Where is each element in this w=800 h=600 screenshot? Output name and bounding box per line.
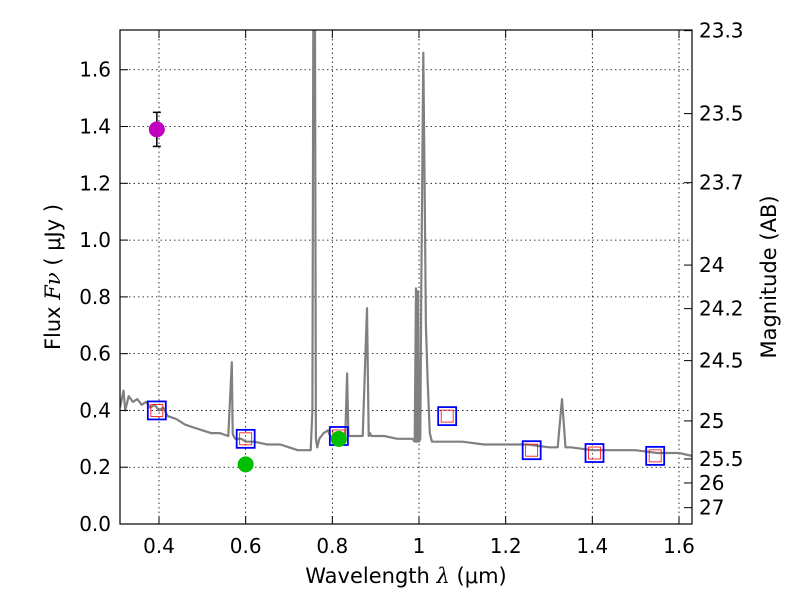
x-tick-label: 1.4 [576,534,608,558]
x-axis-label: Wavelength λ (μm) [305,564,506,588]
x-tick-label: 0.8 [316,534,348,558]
x-tick-label: 1 [413,534,426,558]
model-point-inner [525,443,539,457]
y-tick-label: 0.4 [79,398,111,422]
axis-ticks: 0.4 0.6 0.8 1 1.2 1.4 1.6 0.0 0.2 0.4 0.6 0.8 1.0 1.2… [79,19,743,558]
model-point-square [437,406,458,427]
model-point-inner [588,446,601,460]
y-tick-label: 0.8 [79,285,111,309]
model-point-inner [648,449,662,463]
y-tick-label: 0.0 [79,512,111,536]
magnitude-axis-label: Magnitude (AB) [757,195,781,358]
model-point-square [235,428,256,449]
model-point-square [645,445,666,466]
y-tick-label: 1.2 [79,171,111,195]
y-tick-label: 1.6 [79,58,111,82]
mag-tick-label: 25.5 [699,447,744,471]
mag-tick-label: 23.3 [699,19,744,43]
mag-tick-label: 24.2 [699,297,744,321]
model-point-square [146,400,167,421]
model-point-inner [150,404,164,417]
mag-tick-label: 27 [699,496,724,520]
x-tick-label: 0.6 [230,534,262,558]
series-layer [120,30,692,473]
x-tick-label: 1.2 [490,534,522,558]
y-axis-label: Flux Fν ( μJy ) [41,204,65,350]
mag-tick-label: 24.5 [699,349,744,373]
y-tick-label: 0.2 [79,455,111,479]
x-tick-label: 1.6 [663,534,695,558]
mag-tick-label: 23.5 [699,102,744,126]
model-point-square [521,440,542,461]
model-point-square [584,443,605,463]
photometry-point [237,456,254,473]
mag-tick-label: 23.7 [699,171,744,195]
y-tick-label: 0.6 [79,342,111,366]
plot-frame [119,29,693,525]
mag-tick-label: 26 [699,471,724,495]
uv-detection-point [148,121,165,138]
mag-tick-label: 24 [699,253,724,277]
mag-tick-label: 25 [699,409,724,433]
x-tick-label: 0.4 [143,534,175,558]
model-point-inner [440,409,454,423]
model-point-inner [239,432,253,446]
y-tick-label: 1.0 [79,228,111,252]
photometry-point [330,430,347,447]
y-tick-label: 1.4 [79,115,111,139]
